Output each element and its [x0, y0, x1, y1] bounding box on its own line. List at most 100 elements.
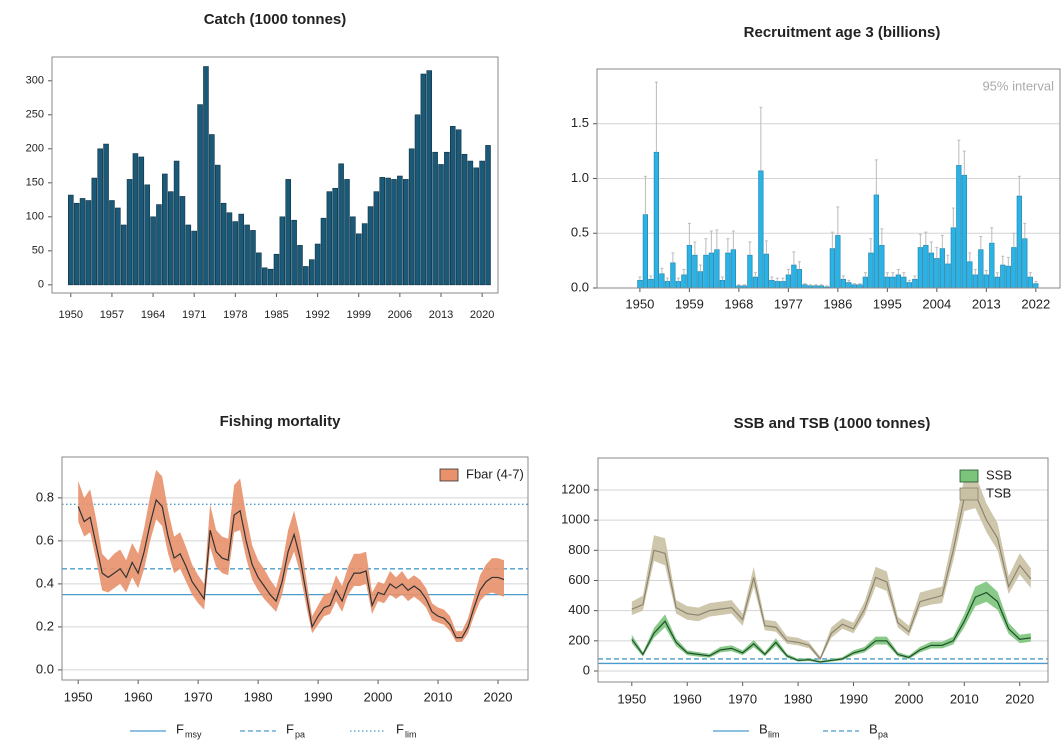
- bar: [156, 204, 162, 286]
- bar: [103, 143, 109, 286]
- x-tick-label: 1992: [305, 309, 329, 321]
- bar: [791, 264, 797, 289]
- bar: [752, 276, 758, 289]
- bar: [956, 165, 962, 289]
- series-line: [631, 591, 1031, 663]
- y-tick-label: 0.0: [571, 279, 589, 294]
- bar: [917, 247, 923, 289]
- y-tick-label: 0.5: [571, 225, 589, 240]
- chart-title: SSB and TSB (1000 tonnes): [734, 415, 931, 432]
- y-tick-label: 50: [32, 245, 44, 257]
- bar: [120, 224, 127, 286]
- legend-label: F: [176, 721, 184, 736]
- y-tick-label: 250: [26, 109, 44, 121]
- x-tick-label: 1960: [673, 691, 702, 706]
- y-tick-label: 1000: [561, 512, 590, 527]
- confidence-band: [78, 469, 505, 642]
- bar: [978, 249, 984, 289]
- y-tick-label: 1.0: [571, 170, 589, 185]
- y-tick-label: 0.0: [36, 661, 54, 676]
- x-tick-label: 1990: [839, 691, 868, 706]
- bar: [467, 160, 474, 286]
- bar: [138, 156, 145, 286]
- bar: [73, 202, 80, 286]
- x-tick-label: 1950: [617, 691, 646, 706]
- bar: [85, 200, 92, 286]
- chart-title: Catch (1000 tonnes): [204, 11, 347, 28]
- bar: [314, 243, 321, 286]
- bar: [879, 244, 885, 289]
- bar: [840, 278, 846, 289]
- bar: [989, 242, 995, 289]
- bar: [144, 184, 150, 286]
- bar: [291, 219, 297, 286]
- x-tick-label: 1950: [625, 296, 654, 311]
- bar: [747, 254, 753, 289]
- y-tick-label: 400: [568, 602, 590, 617]
- bar: [414, 114, 421, 286]
- bar: [326, 191, 333, 286]
- bar: [983, 274, 989, 289]
- x-tick-label: 1970: [184, 689, 213, 704]
- y-tick-label: 0.4: [36, 575, 54, 590]
- bar: [420, 73, 427, 286]
- bar: [637, 280, 643, 289]
- bar: [774, 281, 780, 289]
- bar: [479, 160, 485, 286]
- plot-frame: [597, 457, 1049, 683]
- x-tick-label: 2020: [470, 309, 494, 321]
- legend-subscript: pa: [295, 729, 305, 739]
- y-tick-label: 0: [583, 662, 590, 677]
- bar: [846, 282, 852, 289]
- bar: [923, 244, 929, 289]
- y-tick-label: 600: [568, 572, 590, 587]
- x-tick-label: 1977: [774, 296, 803, 311]
- bar: [868, 252, 874, 289]
- bar: [444, 151, 450, 286]
- bar: [338, 163, 344, 286]
- bar: [367, 206, 374, 286]
- bar: [385, 177, 391, 286]
- bar: [238, 213, 244, 286]
- bar: [220, 202, 227, 286]
- y-tick-label: 800: [568, 542, 590, 557]
- legend-label: B: [869, 721, 878, 736]
- bar: [703, 254, 709, 289]
- bar: [232, 221, 239, 286]
- bar: [373, 191, 380, 286]
- y-tick-label: 0.6: [36, 532, 54, 547]
- bar: [692, 254, 698, 289]
- bar: [97, 148, 103, 286]
- bar: [1000, 264, 1006, 289]
- y-tick-label: 1200: [561, 481, 590, 496]
- x-tick-label: 1995: [873, 296, 902, 311]
- x-tick-label: 1990: [304, 689, 333, 704]
- bar: [91, 177, 98, 286]
- bar: [862, 276, 868, 289]
- chart-title: Recruitment age 3 (billions): [744, 24, 941, 41]
- series-line: [77, 498, 505, 639]
- y-tick-label: 0: [38, 279, 44, 291]
- bar: [244, 224, 250, 286]
- bar: [126, 179, 133, 286]
- bar: [179, 196, 186, 286]
- bar: [226, 212, 233, 286]
- bar: [355, 233, 362, 286]
- bar: [906, 282, 912, 289]
- bar: [426, 70, 433, 286]
- bar: [267, 268, 274, 286]
- bar: [1016, 195, 1022, 289]
- bar: [961, 174, 967, 289]
- bar: [994, 276, 1000, 289]
- bar: [714, 249, 720, 289]
- bar: [1011, 247, 1017, 289]
- bar: [664, 281, 670, 289]
- y-tick-label: 0.8: [36, 489, 54, 504]
- bar: [972, 274, 978, 289]
- plot-frame: [61, 456, 529, 681]
- x-tick-label: 1971: [182, 309, 206, 321]
- legend-subscript: msy: [185, 729, 202, 739]
- bar: [203, 66, 209, 286]
- bar: [261, 267, 268, 286]
- bar: [873, 194, 879, 289]
